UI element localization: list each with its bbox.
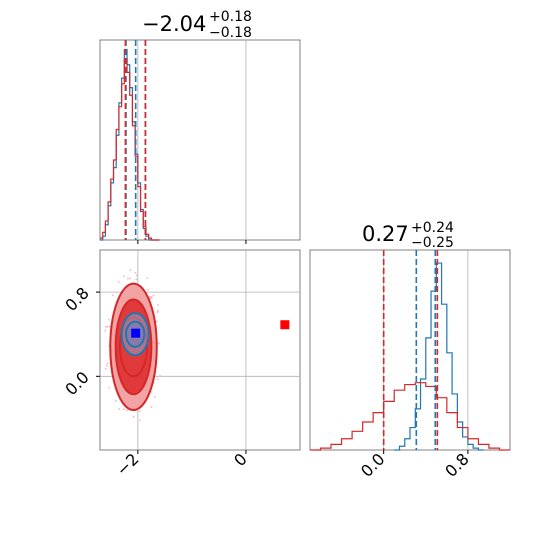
marker-marker_red: [280, 320, 290, 330]
panel-bottom-left: [99, 249, 301, 451]
title-1-value: −2.04: [142, 12, 206, 36]
sample-point: [123, 275, 125, 278]
y-tick-label: 0.8: [61, 283, 92, 314]
sample-point: [157, 342, 160, 345]
sample-point: [122, 408, 125, 411]
sample-point: [132, 415, 135, 418]
sample-point: [106, 362, 109, 365]
sample-point: [138, 410, 141, 413]
sample-point: [156, 311, 159, 314]
sample-point: [154, 396, 156, 398]
sample-point: [107, 318, 110, 321]
title-2-lower-error: −0.25: [411, 235, 454, 251]
sample-point: [118, 408, 120, 410]
sample-point: [134, 271, 137, 274]
panel-top-left-plot: [100, 40, 160, 241]
title-1-upper-error: +0.18: [209, 9, 252, 25]
y-tick-label: 0.0: [61, 368, 92, 399]
sample-point: [149, 296, 151, 299]
sample-point: [139, 419, 141, 422]
panel-bottom-right: [309, 249, 511, 451]
sample-point: [104, 329, 107, 332]
sample-point: [111, 294, 114, 296]
panel-bottom-right-plot: [310, 250, 510, 451]
x-tick-label: 0.8: [441, 449, 472, 480]
sample-point: [156, 378, 159, 381]
sample-point: [108, 325, 111, 328]
title-panel-1: −2.04 +0.18 −0.18: [142, 9, 252, 41]
sample-point: [152, 294, 155, 297]
sample-point: [150, 391, 153, 393]
panel-top-left: [99, 39, 301, 241]
x-tick-label: 0: [230, 449, 251, 470]
panel-bottom-right-frame: [309, 249, 511, 451]
panel-top-left-frame: [99, 39, 301, 241]
sample-point: [135, 278, 138, 281]
sample-point: [108, 386, 111, 389]
sample-point: [104, 367, 107, 370]
sample-point: [135, 274, 138, 277]
x-tick-label: 0.0: [357, 449, 388, 480]
sample-point: [105, 325, 107, 328]
sample-point: [147, 288, 149, 291]
sample-point: [106, 325, 109, 328]
sample-point: [115, 399, 117, 402]
sample-point: [117, 281, 120, 283]
sample-point: [155, 320, 158, 323]
sample-point: [126, 409, 128, 412]
histogram-series-red: [310, 382, 510, 451]
title-2-value: 0.27: [362, 222, 409, 246]
sample-point: [129, 277, 132, 280]
histogram-series-red: [100, 58, 160, 241]
title-1-lower-error: −0.18: [209, 25, 252, 41]
sample-point: [150, 296, 153, 298]
sample-point: [105, 364, 108, 367]
sample-point: [157, 309, 159, 312]
title-2-upper-error: +0.24: [411, 220, 454, 236]
panel-top-left-grid: [137, 40, 247, 240]
sample-point: [146, 277, 149, 279]
title-panel-2: 0.27 +0.24 −0.25: [362, 220, 454, 251]
sample-point: [150, 406, 153, 409]
panel-bottom-left-plot: [104, 269, 290, 422]
histogram-series-blue: [394, 262, 484, 451]
marker-marker_blue: [131, 328, 141, 338]
sample-point: [129, 269, 132, 271]
sample-point: [157, 304, 159, 306]
sample-point: [159, 374, 161, 377]
sample-point: [127, 277, 129, 280]
